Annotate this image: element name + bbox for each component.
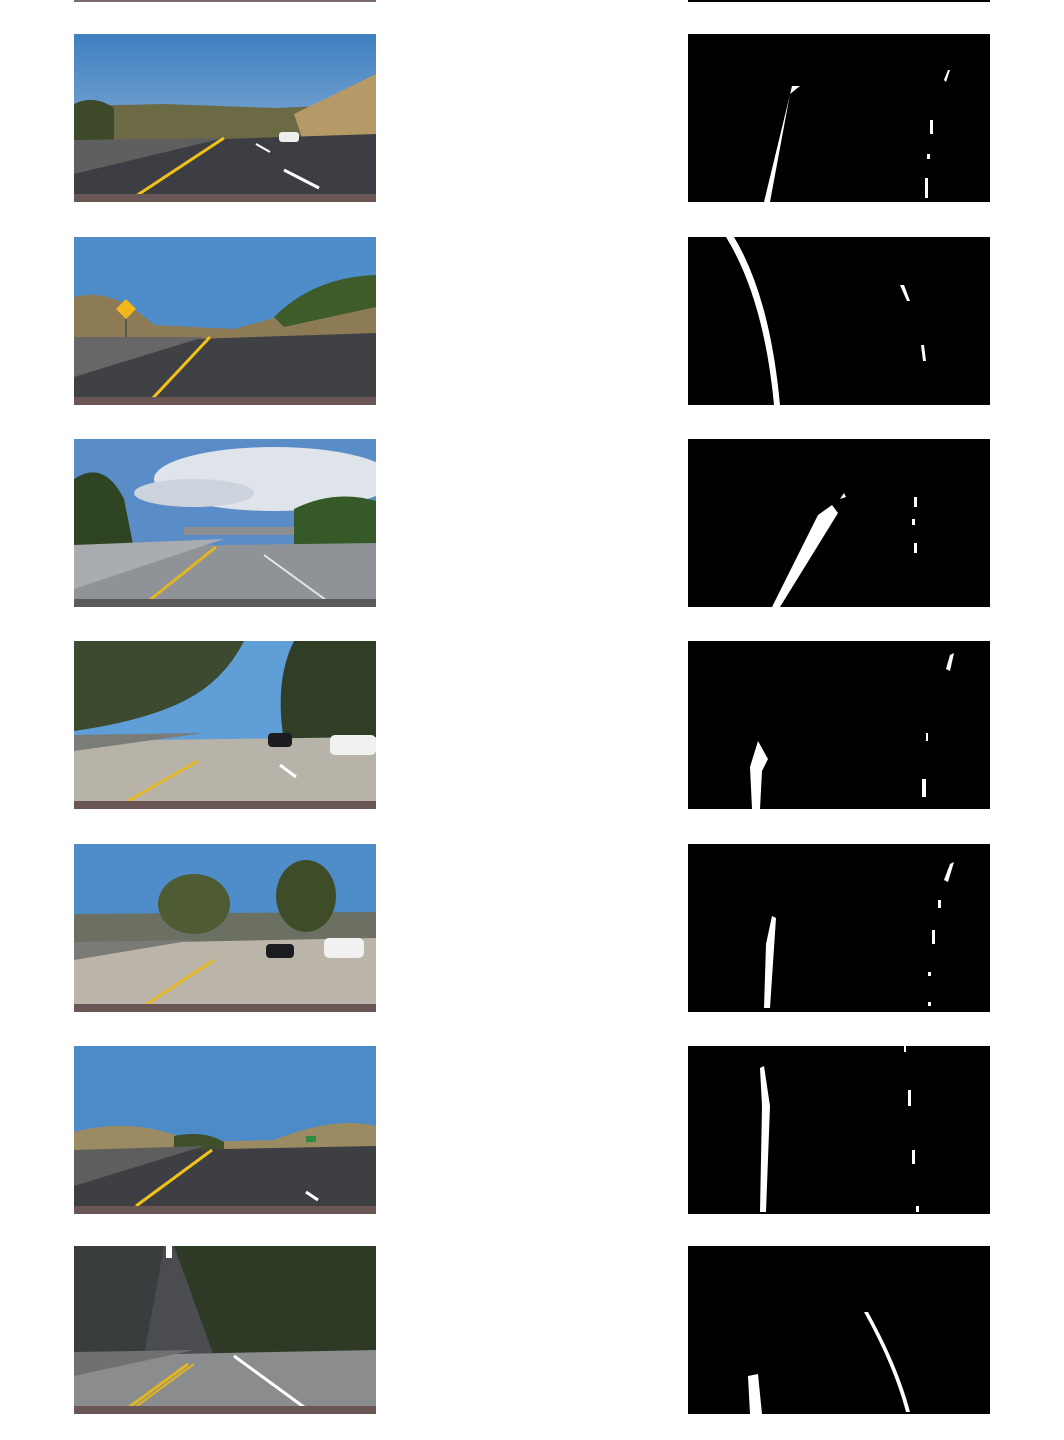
cropped-image-edge-right: [688, 0, 990, 2]
binary-lane-mask-1: [688, 34, 990, 202]
road-photo-7: [74, 1246, 376, 1414]
cropped-image-edge-left: [74, 0, 376, 2]
binary-lane-mask-6: [688, 1046, 990, 1214]
binary-lane-mask-4: [688, 641, 990, 809]
road-photo-4: [74, 641, 376, 809]
road-photo-2: [74, 237, 376, 405]
binary-lane-mask-7: [688, 1246, 990, 1414]
binary-lane-mask-2: [688, 237, 990, 405]
road-photo-1: [74, 34, 376, 202]
binary-lane-mask-5: [688, 844, 990, 1012]
road-photo-3: [74, 439, 376, 607]
binary-lane-mask-3: [688, 439, 990, 607]
road-photo-6: [74, 1046, 376, 1214]
road-photo-5: [74, 844, 376, 1012]
